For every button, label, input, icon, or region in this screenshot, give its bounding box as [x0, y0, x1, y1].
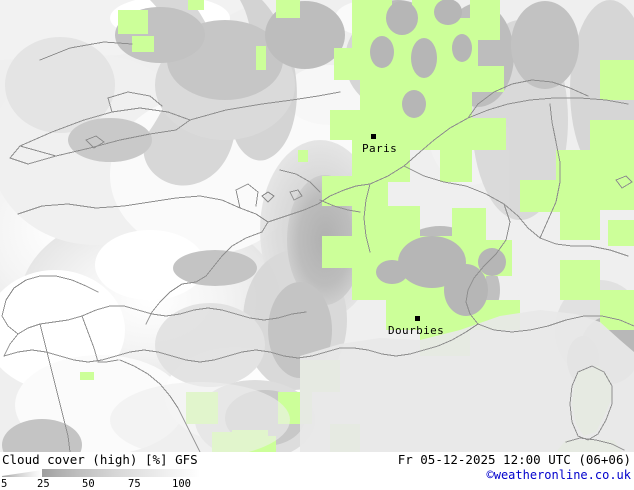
coastlines-and-borders [1, 41, 634, 452]
color-scale-bar [2, 469, 200, 477]
copyright-link[interactable]: ©weatheronline.co.uk [486, 468, 632, 482]
weather-map[interactable]: Paris Dourbies [0, 0, 634, 452]
clear-sky-holes [370, 0, 506, 316]
scale-tick-25: 25 [37, 478, 50, 490]
scale-tick-50: 50 [82, 478, 95, 490]
map-canvas [0, 0, 634, 452]
scale-tick-100: 100 [172, 478, 191, 490]
forecast-valid-time: Fr 05-12-2025 12:00 UTC (06+06) [397, 452, 631, 467]
sea-cloud-area [110, 310, 634, 452]
color-scale-legend[interactable]: 5 25 50 75 100 [0, 468, 230, 490]
scale-tick-5: 5 [1, 478, 8, 490]
scale-tick-75: 75 [128, 478, 141, 490]
product-title: Cloud cover (high) [%] GFS [2, 452, 198, 467]
footer: Cloud cover (high) [%] GFS Fr 05-12-2025… [0, 452, 634, 490]
